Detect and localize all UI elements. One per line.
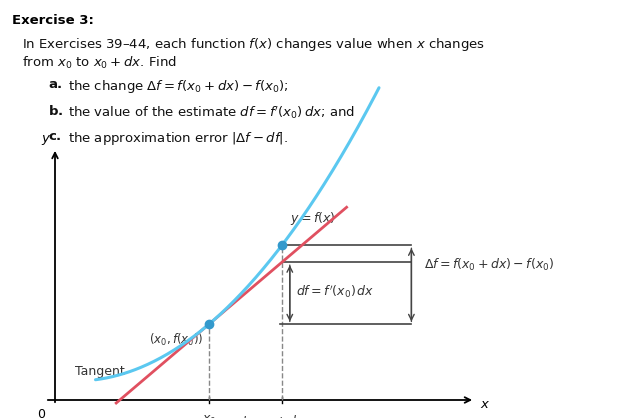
- Text: from $x_0$ to $x_0 + dx$. Find: from $x_0$ to $x_0 + dx$. Find: [22, 55, 177, 71]
- Text: $df = f'(x_0)\,dx$: $df = f'(x_0)\,dx$: [296, 283, 374, 300]
- Text: Exercise 3:: Exercise 3:: [12, 14, 94, 27]
- Text: the value of the estimate $df = f'(x_0)\,dx$; and: the value of the estimate $df = f'(x_0)\…: [68, 104, 355, 121]
- Text: $y = f(x)$: $y = f(x)$: [290, 211, 335, 227]
- Text: the change $\Delta f = f(x_0 + dx) - f(x_0)$;: the change $\Delta f = f(x_0 + dx) - f(x…: [68, 78, 289, 95]
- Text: x: x: [480, 398, 488, 411]
- Text: the approximation error $|\Delta f - df|$.: the approximation error $|\Delta f - df|…: [68, 130, 288, 147]
- Text: $\mathbf{c.}$: $\mathbf{c.}$: [48, 130, 62, 143]
- Text: In Exercises 39–44, each function $f(x)$ changes value when $x$ changes: In Exercises 39–44, each function $f(x)$…: [22, 36, 485, 53]
- Text: $(x_0, f(x_0))$: $(x_0, f(x_0))$: [149, 332, 204, 348]
- Text: $x_0$: $x_0$: [202, 414, 216, 418]
- Text: $\mathbf{b.}$: $\mathbf{b.}$: [48, 104, 63, 118]
- Text: $dx$: $dx$: [237, 415, 254, 418]
- Text: $x_0 + dx$: $x_0 + dx$: [258, 414, 305, 418]
- Text: 0: 0: [37, 408, 45, 418]
- Text: $\mathbf{a.}$: $\mathbf{a.}$: [48, 78, 63, 91]
- Text: Tangent: Tangent: [75, 365, 125, 378]
- Text: $\Delta f = f(x_0 + dx) - f(x_0)$: $\Delta f = f(x_0 + dx) - f(x_0)$: [425, 257, 554, 273]
- Text: y: y: [41, 132, 49, 145]
